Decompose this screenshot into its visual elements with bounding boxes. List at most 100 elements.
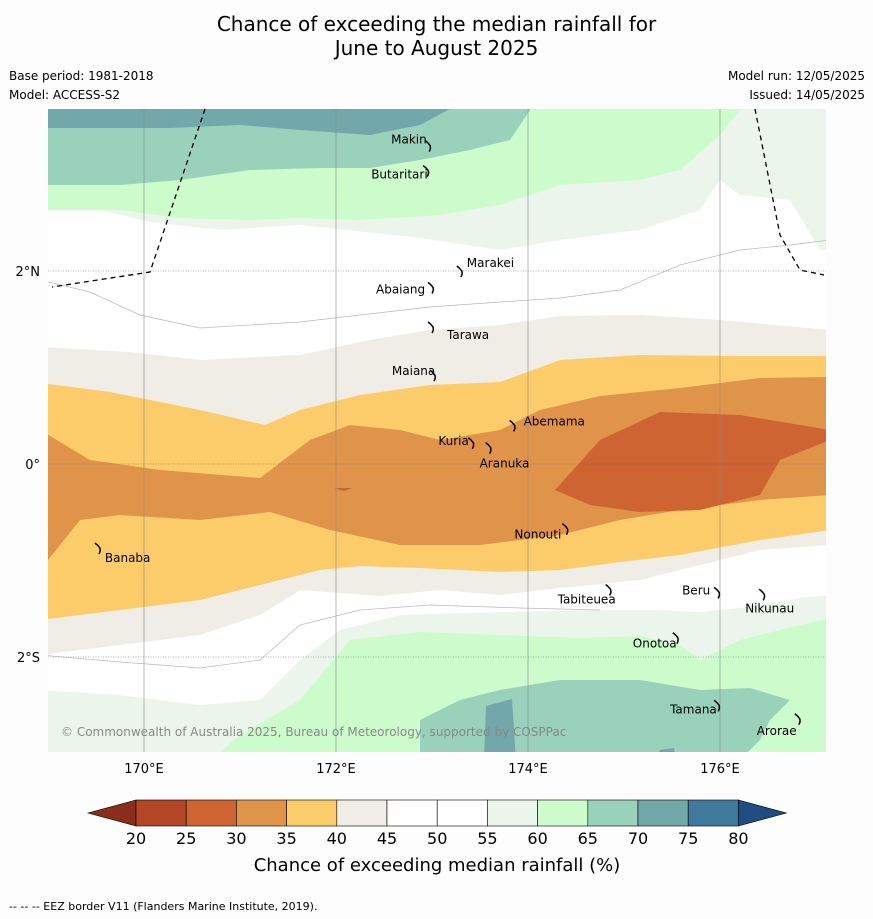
island-label: Tarawa (446, 328, 489, 342)
colorbar-tick: 40 (327, 829, 347, 848)
island-label: Onotoa (633, 637, 677, 651)
island-label: Makin (391, 133, 427, 147)
rainfall-map: Makin Butaritari Marakei Abaiang Tarawa Maian… (16, 108, 826, 876)
colorbar-tick: 25 (176, 829, 196, 848)
graticule (48, 109, 826, 752)
island-butaritari: Butaritari (371, 165, 430, 182)
colorbar-bin (336, 799, 388, 827)
colorbar-bin (537, 799, 589, 827)
island-tabiteuea: Tabiteuea (557, 583, 616, 606)
island-label: Kuria (438, 434, 469, 448)
island-label: Maiana (392, 364, 435, 378)
lat-label: 0° (25, 458, 40, 473)
island-label: Tabiteuea (557, 592, 616, 606)
island-outline (794, 713, 801, 726)
meta-right: Model run: 12/05/2025 Issued: 14/05/2025 (728, 69, 865, 107)
lon-label: 172°E (316, 762, 356, 777)
colorbar-tick: 80 (728, 829, 748, 848)
lon-label: 174°E (508, 762, 548, 777)
eez-note: -- -- -- EEZ border V11 (Flanders Marine… (9, 900, 318, 913)
band-70-south-small (659, 748, 675, 752)
model-run: Model run: 12/05/2025 (727, 69, 865, 83)
colorbar-tick: 75 (678, 829, 698, 848)
colorbar-bin (687, 799, 739, 827)
island-outline (424, 139, 432, 152)
eez-border (51, 108, 825, 288)
island-tamana: Tamana (669, 699, 721, 716)
base-period: Base period: 1981-2018 (9, 69, 154, 83)
island-markers: Makin Butaritari Marakei Abaiang Tarawa Maian… (94, 133, 801, 738)
island-label: Butaritari (371, 168, 428, 182)
island-onotoa: Onotoa (633, 632, 679, 651)
island-banaba: Banaba (94, 542, 151, 565)
model-name: Model: ACCESS-S2 (9, 88, 121, 102)
island-label: Tamana (669, 702, 717, 716)
colorbar: 20 25 30 35 40 45 50 55 60 65 70 75 80 (86, 799, 788, 848)
copyright-text: © Commonwealth of Australia 2025, Bureau… (61, 725, 566, 739)
eez-line-west (51, 108, 206, 288)
colorbar-bin (286, 799, 338, 827)
colorbar-bin (637, 799, 689, 827)
map-title: Chance of exceeding the median rainfall … (0, 12, 873, 60)
island-label: Banaba (105, 551, 151, 565)
colorbar-tick: 65 (578, 829, 598, 848)
colorbar-tick: 20 (126, 829, 146, 848)
island-beru: Beru (682, 583, 721, 599)
island-outline (94, 542, 101, 555)
island-nonouti: Nonouti (514, 523, 569, 542)
band-25-30 (555, 412, 826, 512)
island-abaiang: Abaiang (376, 281, 435, 296)
island-maiana: Maiana (392, 364, 436, 382)
island-outline (672, 632, 679, 645)
issued-date: Issued: 14/05/2025 (749, 88, 865, 102)
island-outline (427, 321, 435, 334)
island-outline (713, 699, 721, 712)
island-outline (561, 523, 569, 536)
title-line-1: Chance of exceeding the median rainfall … (216, 12, 657, 36)
island-outline (422, 165, 430, 178)
colorbar-over-arrow (738, 799, 788, 827)
band-25-30-speck (334, 488, 352, 491)
axis-labels: 170°E 172°E 174°E 176°E 2°N 0° 2°S (16, 265, 740, 777)
colorbar-tick: 45 (377, 829, 397, 848)
band-70-north (48, 109, 450, 135)
island-tarawa: Tarawa (427, 321, 489, 342)
island-label: Marakei (467, 256, 514, 270)
colorbar-bin (185, 799, 237, 827)
colorbar-bin (436, 799, 488, 827)
colorbar-tick: 35 (276, 829, 296, 848)
island-arorae: Arorae (757, 713, 801, 738)
colorbar-bin (135, 799, 187, 827)
island-label: Arorae (757, 724, 797, 738)
island-nikunau: Nikunau (745, 588, 794, 615)
colorbar-bin (386, 799, 438, 827)
colorbar-label: Chance of exceeding median rainfall (%) (254, 855, 621, 876)
island-abemama: Abemama (509, 414, 585, 432)
island-label: Abemama (524, 414, 585, 428)
colorbar-tick: 30 (226, 829, 246, 848)
contour-line-north (48, 240, 826, 329)
island-outline (605, 583, 612, 596)
colorbar-tick: 55 (477, 829, 497, 848)
colorbar-bin (487, 799, 538, 827)
island-outline (713, 586, 721, 599)
island-label: Nonouti (514, 528, 561, 542)
island-outline (509, 419, 516, 432)
colorbar-tick: 50 (427, 829, 447, 848)
island-kuria: Kuria (438, 434, 475, 450)
meta-left: Base period: 1981-2018 Model: ACCESS-S2 (9, 69, 154, 107)
colorbar-tick: 60 (527, 829, 547, 848)
island-label: Abaiang (376, 282, 425, 296)
contour-line-south (48, 604, 601, 669)
lon-label: 176°E (700, 762, 740, 777)
island-makin: Makin (391, 133, 432, 152)
island-outline (456, 265, 463, 278)
island-outline (429, 369, 436, 382)
title-line-2: June to August 2025 (334, 36, 539, 60)
colorbar-under-arrow (86, 799, 137, 827)
map-field (48, 109, 826, 752)
island-label: Nikunau (745, 601, 794, 615)
island-outline (427, 281, 435, 294)
island-label: Aranuka (480, 457, 530, 471)
colorbar-bin (236, 799, 287, 827)
